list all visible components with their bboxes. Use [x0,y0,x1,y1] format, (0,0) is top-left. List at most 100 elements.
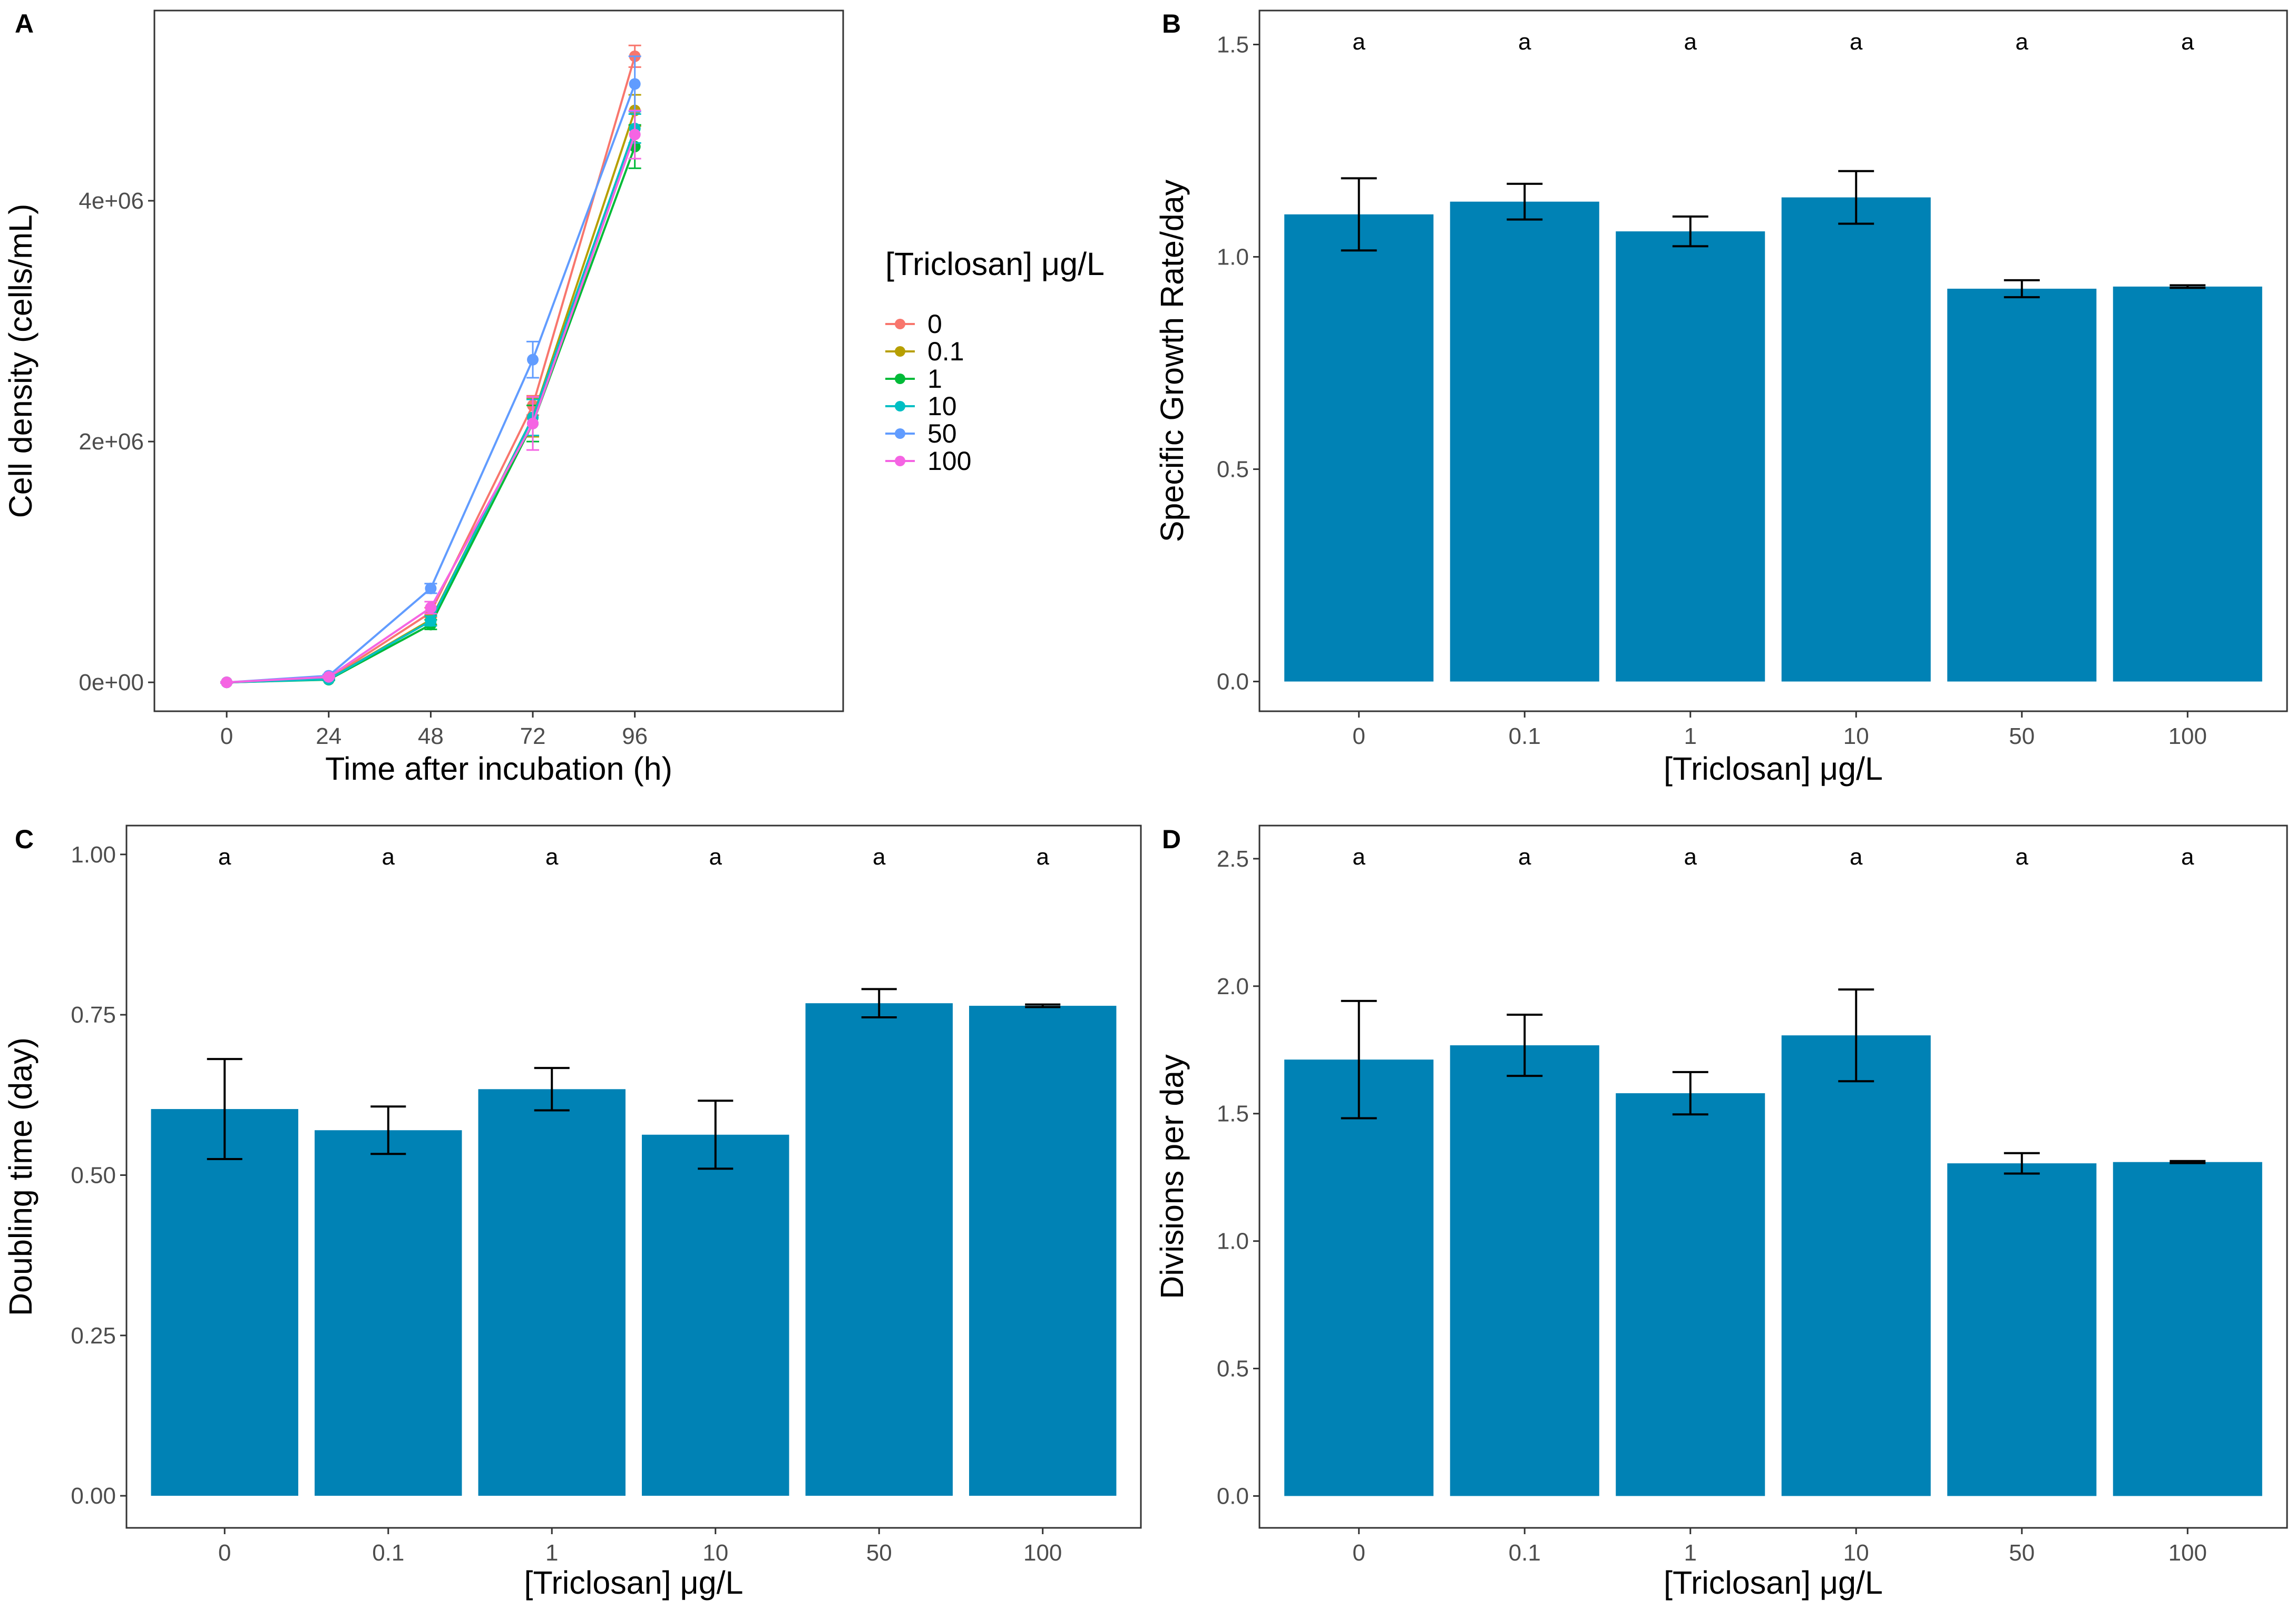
plot-frame [1258,9,2288,712]
x-tick-label: 50 [2009,723,2035,749]
legend-item: 50 [885,419,957,448]
x-tick-label: 0.1 [372,1540,404,1566]
data-point [629,129,641,141]
legend-key-point [895,319,905,329]
legend-label: 1 [927,364,942,394]
legend-title: [Triclosan] μg/L [885,246,1105,282]
y-tick-label: 0.5 [1217,1356,1249,1382]
legend-item: 100 [885,446,971,476]
significance-letter: a [2181,844,2194,870]
legend-label: 50 [927,419,957,448]
y-axis-title: Specific Growth Rate/day [1154,179,1190,542]
panel-c: C [Triclosan] μg/L Doubling time (day) 0.00… [3,825,1142,1601]
bar [1450,1045,1599,1496]
x-tick-label: 100 [1023,1540,1062,1566]
y-tick-label: 0.75 [71,1002,116,1028]
significance-letter: a [709,844,722,870]
legend-label: 10 [927,391,957,421]
plot-frame [153,9,844,712]
significance-letter: a [2016,844,2029,870]
bar [805,1003,953,1496]
y-tick-label: 4e+06 [79,188,144,214]
significance-letter: a [1850,29,1863,55]
significance-letter: a [1684,29,1697,55]
x-tick-label: 48 [418,723,444,749]
legend-label: 0 [927,309,942,339]
significance-letter: a [382,844,395,870]
x-axis-title: [Triclosan] μg/L [524,1565,744,1601]
panel-label: D [1162,825,1181,854]
x-tick-label: 1 [1684,1540,1696,1566]
bar [1616,1093,1765,1496]
plot-frame [1258,825,2288,1529]
data-point [323,671,335,683]
series-line [227,134,636,684]
y-tick-label: 0.5 [1217,457,1249,483]
significance-letter: a [1352,29,1365,55]
x-axis-title: [Triclosan] μg/L [1664,1565,1883,1601]
x-tick-label: 100 [2168,1540,2207,1566]
y-tick-label: 1.0 [1217,1229,1249,1254]
legend-item: 0.1 [885,337,964,366]
x-tick-label: 10 [1843,723,1869,749]
x-tick-label: 0.1 [1509,1540,1541,1566]
x-axis-title: [Triclosan] μg/L [1664,751,1883,787]
data-point [425,582,437,594]
x-tick-label: 0.1 [1509,723,1541,749]
panel-d: D [Triclosan] μg/L Divisions per day 0.0 0.5… [1154,825,2288,1601]
y-axis-title: Doubling time (day) [3,1037,38,1316]
x-tick-label: 0 [1352,1540,1365,1566]
y-tick-label: 1.5 [1217,32,1249,57]
y-tick-label: 2e+06 [79,429,144,455]
legend-label: 0.1 [927,337,964,366]
legend-key-point [895,401,905,411]
panel-label: A [15,9,34,38]
data-point [527,417,539,429]
significance-letter: a [1518,844,1531,870]
significance-letter: a [2181,29,2194,55]
series-line [227,128,636,684]
bar [1781,197,1931,682]
x-tick-label: 0 [220,723,233,749]
significance-letter: a [1036,844,1049,870]
bar [1616,231,1765,682]
significance-letter: a [1684,844,1697,870]
x-tick-label: 10 [1843,1540,1869,1566]
bar [969,1006,1117,1496]
x-tick-label: 24 [316,723,341,749]
x-axis-title: Time after incubation (h) [325,751,672,787]
significance-letter: a [1352,844,1365,870]
y-tick-label: 1.5 [1217,1101,1249,1127]
data-point [527,354,539,366]
significance-letter: a [873,844,886,870]
x-tick-label: 1 [545,1540,558,1566]
bar [1781,1035,1931,1496]
x-tick-label: 100 [2168,723,2207,749]
x-tick-label: 0 [218,1540,231,1566]
bar [1947,1163,2097,1496]
bar [2113,1162,2262,1496]
significance-letter: a [1850,844,1863,870]
significance-letter: a [545,844,559,870]
panel-b: B [Triclosan] μg/L Specific Growth Rate/da… [1154,9,2288,787]
legend-key-point [895,374,905,384]
legend-key-point [895,346,905,357]
data-point [629,78,641,90]
panel-a: A Time after incubation (h) Cell density (… [3,9,844,787]
y-tick-label: 0.25 [71,1323,116,1349]
bar [1284,214,1434,682]
legend-item: 10 [885,391,957,421]
y-tick-label: 2.0 [1217,974,1249,999]
legend-key-point [895,456,905,466]
panel-label: C [15,825,34,854]
x-tick-label: 50 [2009,1540,2035,1566]
series-line [227,110,636,684]
series-50 [220,55,641,689]
bar [1284,1059,1434,1496]
bar [315,1130,462,1496]
x-tick-label: 72 [520,723,546,749]
bar [2113,286,2262,682]
legend-key-point [895,428,905,439]
y-tick-label: 0.00 [71,1483,116,1509]
